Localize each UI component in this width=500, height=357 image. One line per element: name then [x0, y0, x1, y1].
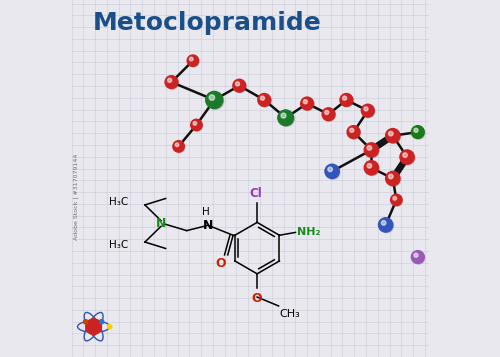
Circle shape — [190, 57, 193, 61]
Text: CH₃: CH₃ — [280, 309, 300, 319]
Circle shape — [233, 79, 245, 92]
Circle shape — [166, 77, 178, 89]
Circle shape — [304, 100, 308, 104]
Circle shape — [190, 119, 202, 131]
Circle shape — [386, 171, 400, 186]
Text: O: O — [216, 257, 226, 270]
Circle shape — [168, 78, 172, 82]
Circle shape — [414, 253, 418, 257]
Circle shape — [322, 108, 335, 121]
Circle shape — [280, 111, 294, 126]
Circle shape — [324, 109, 336, 121]
Circle shape — [362, 106, 375, 118]
Circle shape — [234, 81, 246, 93]
Text: H: H — [202, 207, 210, 217]
Text: N: N — [203, 219, 213, 232]
Circle shape — [192, 120, 202, 131]
Text: NH₂: NH₂ — [297, 227, 320, 237]
Text: O: O — [252, 292, 262, 305]
Circle shape — [412, 127, 425, 139]
Circle shape — [206, 91, 223, 109]
Circle shape — [325, 164, 339, 178]
Circle shape — [393, 196, 396, 200]
Circle shape — [414, 128, 418, 132]
Circle shape — [208, 93, 224, 109]
Circle shape — [193, 121, 196, 125]
Circle shape — [278, 110, 293, 126]
Circle shape — [362, 104, 374, 117]
Circle shape — [350, 128, 354, 132]
Circle shape — [387, 130, 400, 144]
Circle shape — [402, 151, 415, 165]
Circle shape — [366, 144, 379, 158]
Circle shape — [364, 107, 368, 111]
Circle shape — [403, 153, 407, 157]
Circle shape — [342, 96, 346, 100]
Circle shape — [388, 131, 393, 136]
Circle shape — [188, 56, 199, 67]
Circle shape — [281, 113, 286, 118]
Circle shape — [382, 221, 386, 225]
Circle shape — [165, 76, 178, 89]
Circle shape — [174, 142, 185, 153]
Circle shape — [387, 173, 400, 186]
Circle shape — [364, 161, 378, 175]
Circle shape — [392, 195, 402, 206]
Circle shape — [259, 95, 272, 107]
Circle shape — [108, 325, 112, 329]
Circle shape — [340, 94, 353, 106]
Circle shape — [187, 55, 198, 66]
Text: Metoclopramide: Metoclopramide — [93, 11, 322, 35]
Text: H₃C: H₃C — [108, 240, 128, 250]
Text: Cl: Cl — [249, 187, 262, 200]
Circle shape — [300, 97, 314, 110]
Circle shape — [324, 110, 329, 115]
Circle shape — [100, 320, 104, 324]
Circle shape — [173, 141, 184, 152]
Text: Adobe Stock | #317079144: Adobe Stock | #317079144 — [73, 153, 78, 240]
Circle shape — [341, 95, 353, 107]
Circle shape — [412, 126, 424, 139]
Circle shape — [412, 251, 424, 263]
Circle shape — [367, 146, 372, 150]
Circle shape — [302, 99, 314, 111]
Circle shape — [209, 95, 214, 100]
Circle shape — [378, 218, 393, 232]
Circle shape — [400, 150, 414, 164]
Text: H₃C: H₃C — [108, 197, 128, 207]
Circle shape — [86, 319, 102, 335]
Text: N: N — [156, 217, 166, 230]
Circle shape — [386, 129, 400, 143]
Circle shape — [175, 143, 179, 147]
Circle shape — [412, 252, 425, 264]
Circle shape — [260, 96, 264, 100]
Circle shape — [258, 94, 270, 106]
Circle shape — [390, 194, 402, 206]
Circle shape — [367, 164, 372, 168]
Circle shape — [388, 174, 393, 179]
Circle shape — [84, 320, 87, 324]
Circle shape — [347, 126, 360, 139]
Circle shape — [328, 167, 332, 172]
Circle shape — [348, 127, 360, 139]
Circle shape — [326, 166, 340, 179]
Circle shape — [364, 143, 378, 157]
Circle shape — [366, 162, 379, 176]
Circle shape — [380, 219, 394, 233]
Circle shape — [236, 82, 240, 86]
